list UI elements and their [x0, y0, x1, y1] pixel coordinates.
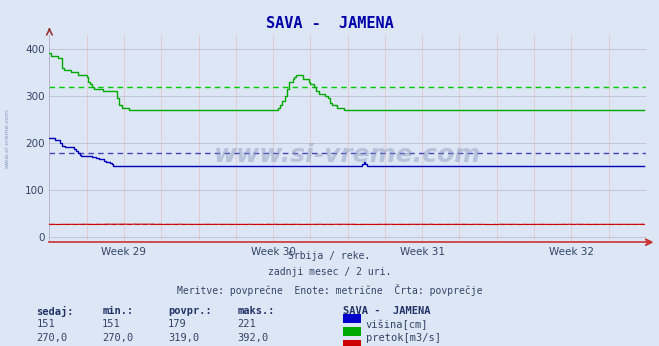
Text: min.:: min.: [102, 306, 133, 316]
Text: pretok[m3/s]: pretok[m3/s] [366, 333, 441, 343]
Text: Srbija / reke.: Srbija / reke. [289, 251, 370, 261]
Text: maks.:: maks.: [237, 306, 275, 316]
Text: www.si-vreme.com: www.si-vreme.com [4, 108, 9, 169]
Text: zadnji mesec / 2 uri.: zadnji mesec / 2 uri. [268, 267, 391, 277]
Text: sedaj:: sedaj: [36, 306, 74, 317]
Text: Meritve: povprečne  Enote: metrične  Črta: povprečje: Meritve: povprečne Enote: metrične Črta:… [177, 284, 482, 296]
Text: 151: 151 [102, 319, 121, 329]
Text: višina[cm]: višina[cm] [366, 319, 428, 330]
Text: 319,0: 319,0 [168, 333, 199, 343]
Text: 270,0: 270,0 [36, 333, 67, 343]
Text: 151: 151 [36, 319, 55, 329]
Text: SAVA -  JAMENA: SAVA - JAMENA [266, 16, 393, 30]
Text: 221: 221 [237, 319, 256, 329]
Text: 392,0: 392,0 [237, 333, 268, 343]
Text: povpr.:: povpr.: [168, 306, 212, 316]
Text: 270,0: 270,0 [102, 333, 133, 343]
Text: www.si-vreme.com: www.si-vreme.com [214, 143, 481, 167]
Text: 179: 179 [168, 319, 186, 329]
Text: SAVA -  JAMENA: SAVA - JAMENA [343, 306, 430, 316]
